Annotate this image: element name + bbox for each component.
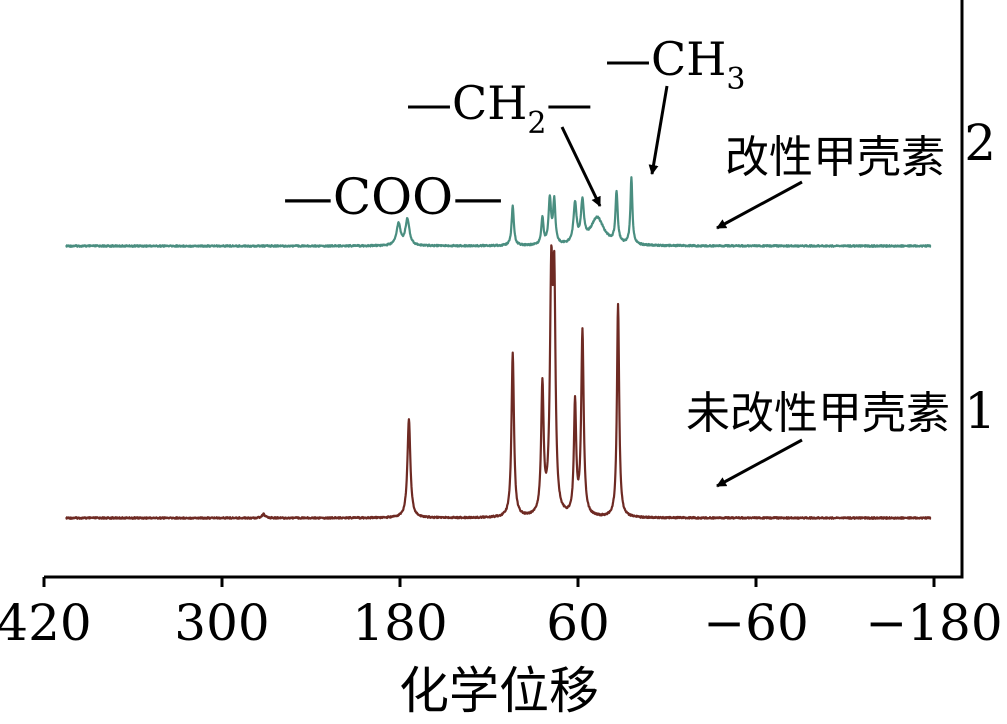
x-tick-label: 300 [174, 594, 269, 652]
arrow-unmodified-label [716, 438, 803, 488]
x-tick-label: 420 [0, 594, 92, 652]
annotation-coo: —COO— [283, 168, 503, 226]
stack-number-unmodified: 1 [964, 382, 996, 440]
annotation-ch3-main: —CH [605, 32, 726, 86]
spectrum-unmodified-line [65, 244, 932, 520]
x-axis-title: 化学位移 [399, 662, 599, 720]
annotation-ch2-tail: — [546, 76, 592, 130]
spectrum-modified-line [65, 176, 932, 248]
arrow-ch3 [648, 85, 669, 175]
arrow-modified-label [716, 180, 803, 230]
x-tick-label: −60 [703, 594, 809, 652]
x-tick-label: 60 [546, 594, 610, 652]
annotation-ch3: —CH3 [605, 32, 745, 97]
x-tick-label: 180 [352, 594, 447, 652]
annotation-ch2-sub: 2 [527, 106, 546, 141]
annotation-ch2-main: —CH [406, 76, 527, 130]
annotation-ch3-sub: 3 [726, 62, 745, 97]
series-label-unmodified: 未改性甲壳素 [686, 388, 950, 439]
stack-number-modified: 2 [964, 114, 996, 172]
series-label-modified: 改性甲壳素 [725, 132, 945, 183]
annotation-ch2: —CH2— [406, 76, 592, 141]
x-tick-label: −180 [865, 594, 1002, 652]
arrow-ch2 [560, 126, 602, 207]
x-ticks: 420 300 180 60 −60 −180 [0, 577, 1003, 652]
